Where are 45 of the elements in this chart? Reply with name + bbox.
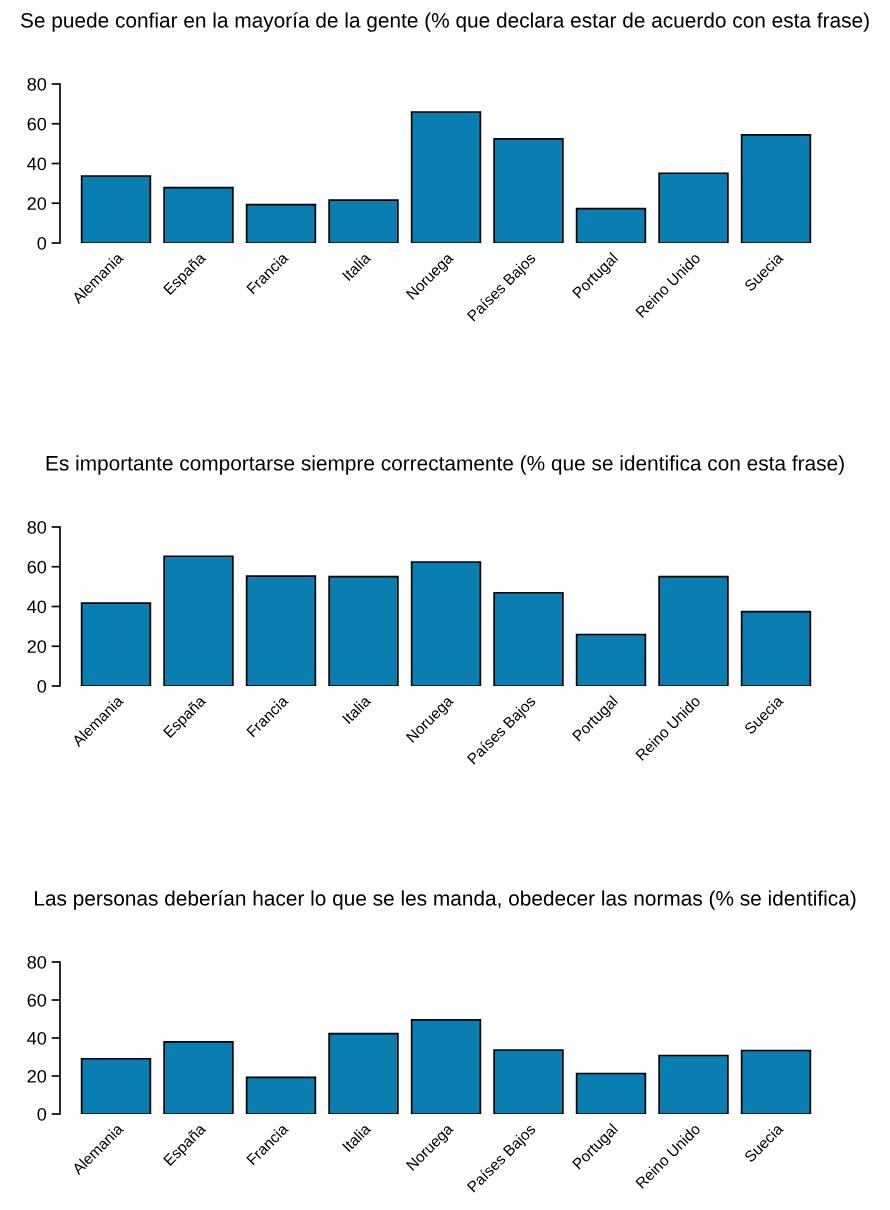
bar: [163, 186, 234, 243]
bar: [493, 1049, 564, 1114]
y-tick-label: 40: [27, 1031, 47, 1045]
bar: [575, 633, 647, 686]
bar: [410, 1019, 482, 1114]
bar: [245, 575, 317, 686]
bar: [740, 1049, 812, 1114]
bar: [163, 555, 234, 686]
y-tick-label: 60: [27, 117, 47, 131]
bar: [245, 203, 317, 243]
bar: [658, 172, 729, 243]
bar: [740, 134, 812, 243]
bar: [410, 561, 482, 686]
y-tick-label: 80: [27, 955, 47, 969]
y-tick-label: 60: [27, 560, 47, 574]
y-tick-label: 0: [37, 1107, 47, 1121]
chart-title: Las personas deberían hacer lo que se les manda, obedecer las normas (% se identifica): [35, 890, 856, 910]
y-tick-label: 40: [27, 157, 47, 171]
bar: [740, 610, 812, 686]
y-tick-label: 20: [27, 640, 47, 653]
y-tick-label: 80: [27, 77, 47, 91]
y-tick-label: 20: [27, 197, 47, 210]
bar: [328, 575, 399, 686]
y-tick-label: 0: [37, 679, 47, 693]
bar: [163, 1040, 234, 1114]
bar: [575, 1072, 647, 1114]
bar: [410, 111, 482, 243]
y-tick-label: 60: [27, 993, 47, 1007]
chart-title: Es importante comportarse siempre correctamente (% que se identifica con esta frase): [46, 455, 844, 475]
bar: [80, 1057, 152, 1114]
bar: [328, 199, 399, 243]
bar: [658, 575, 729, 686]
bar: [493, 591, 564, 686]
bar: [245, 1076, 317, 1114]
bar: [658, 1054, 729, 1114]
chart-title: Se puede confiar en la mayoría de la gente (% que declara estar de acuerdo con esta frase): [20, 12, 869, 32]
y-tick-label: 0: [37, 236, 47, 250]
y-tick-label: 80: [27, 520, 47, 534]
y-tick-label: 20: [27, 1069, 47, 1083]
bar: [80, 175, 152, 243]
bar: [575, 207, 647, 243]
bar: [80, 602, 152, 686]
y-tick-label: 40: [27, 600, 47, 614]
bar: [493, 138, 564, 243]
bar: [328, 1032, 399, 1114]
